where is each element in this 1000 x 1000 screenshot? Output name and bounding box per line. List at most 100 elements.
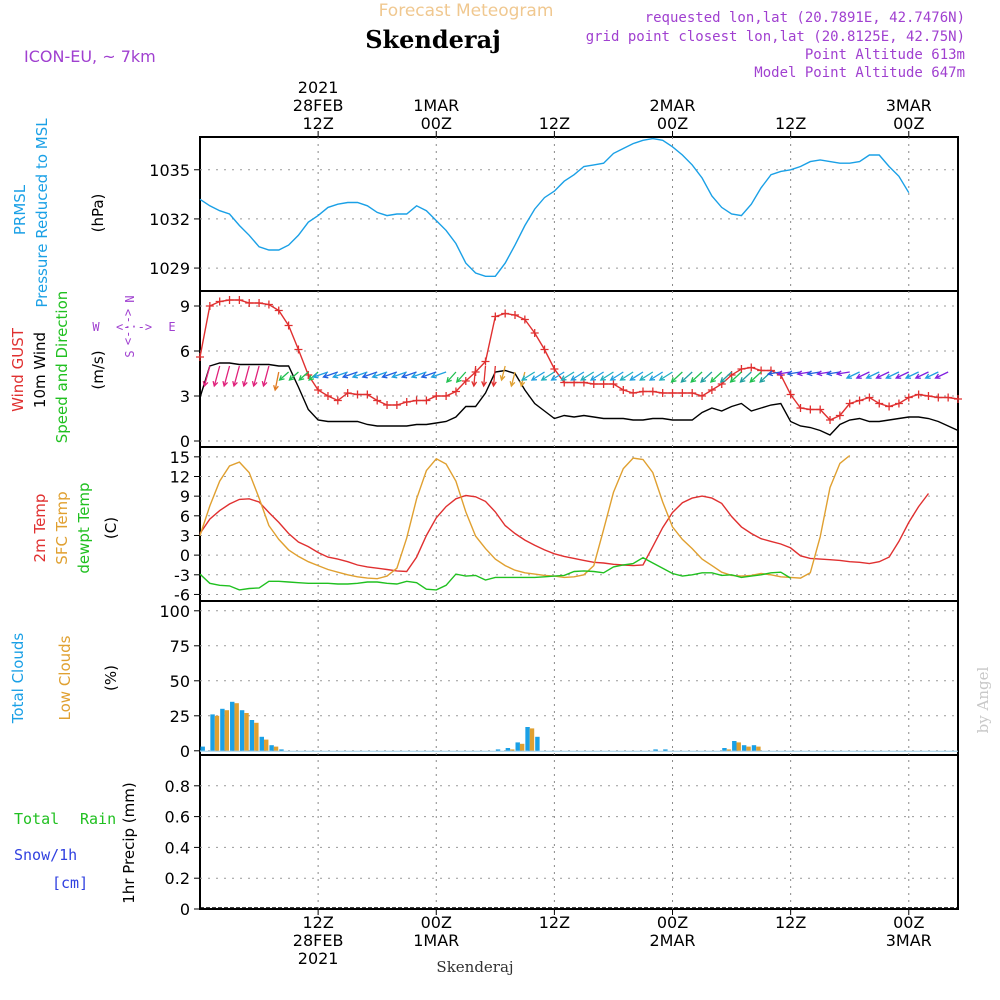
wind-direction-arrowhead bbox=[212, 380, 219, 388]
footer-location: Skenderaj bbox=[436, 958, 513, 976]
wind-gust-label: Wind GUST bbox=[9, 327, 27, 412]
y-tick-label: 1035 bbox=[149, 161, 190, 180]
wind-gust-point bbox=[422, 396, 431, 405]
low-clouds-bar bbox=[756, 746, 761, 751]
wind-direction-arrowhead bbox=[430, 372, 437, 379]
time-label: 2021 bbox=[298, 78, 339, 97]
wind-direction-arrowhead bbox=[288, 375, 295, 381]
time-label: 1MAR bbox=[413, 96, 459, 115]
time-label: 12Z bbox=[302, 913, 333, 932]
time-label: 00Z bbox=[893, 913, 924, 932]
wind-direction-arrow bbox=[279, 371, 290, 381]
wind-direction-arrowhead bbox=[589, 375, 597, 381]
total-clouds-bar bbox=[230, 701, 235, 751]
wind-direction-arrowhead bbox=[410, 372, 418, 379]
wind-gust-point bbox=[924, 392, 933, 400]
wind-gust-point bbox=[294, 345, 303, 354]
total-clouds-bar bbox=[269, 745, 274, 751]
time-label: 12Z bbox=[539, 114, 570, 133]
wind-direction-arrowhead bbox=[278, 375, 285, 381]
wind-direction-arrow bbox=[521, 371, 536, 381]
precip-panel-frame bbox=[199, 754, 959, 910]
low-clouds-bar bbox=[273, 746, 279, 751]
wind-gust-point bbox=[284, 321, 293, 330]
low-clouds-bar bbox=[746, 746, 751, 751]
wind-gust-point bbox=[264, 300, 273, 309]
wind-direction-arrowhead bbox=[570, 375, 577, 381]
time-label: 2021 bbox=[298, 949, 339, 968]
wind-direction-arrowhead bbox=[381, 372, 388, 379]
wind-gust-point bbox=[885, 402, 894, 411]
wind-direction-arrowhead bbox=[519, 380, 526, 388]
time-label: 1MAR bbox=[413, 931, 459, 950]
wind-direction-arrowhead bbox=[481, 381, 488, 388]
total-clouds-label: Total Clouds bbox=[9, 633, 27, 725]
pressure-unit: (hPa) bbox=[89, 194, 107, 233]
wind-direction-arrowhead bbox=[446, 376, 452, 384]
wind-unit: (m/s) bbox=[89, 350, 107, 389]
wind-direction-arrow bbox=[680, 371, 693, 383]
wind-gust-point bbox=[698, 392, 707, 400]
wind-direction-arrow bbox=[837, 371, 850, 375]
wind-direction-arrow bbox=[817, 371, 831, 375]
time-label: 12Z bbox=[302, 114, 333, 133]
wind-direction-arrowhead bbox=[400, 372, 408, 379]
wind-gust-point bbox=[648, 387, 657, 396]
wind-direction-arrow bbox=[700, 371, 713, 383]
wind-direction-arrowhead bbox=[766, 370, 774, 377]
wind-gust-point bbox=[343, 389, 352, 397]
wind-gust-point bbox=[589, 380, 598, 388]
wind-direction-arrowhead bbox=[700, 377, 707, 383]
wind-gust-point bbox=[786, 390, 795, 399]
compass-s: S bbox=[123, 350, 137, 357]
y-tick-label: 9 bbox=[180, 487, 190, 506]
wind-gust-point bbox=[934, 393, 943, 402]
compass-ns-arrow: <-·-> bbox=[121, 309, 135, 345]
total-clouds-bar bbox=[505, 748, 511, 751]
wind-gust-point bbox=[796, 404, 805, 412]
wind-gust-point bbox=[747, 363, 756, 372]
y-tick-label: 0.6 bbox=[165, 808, 190, 827]
wind-direction-arrowhead bbox=[242, 380, 248, 388]
wind-direction-arrowhead bbox=[520, 375, 528, 381]
low-clouds-bar bbox=[529, 728, 535, 751]
wind-direction-arrow bbox=[203, 365, 211, 387]
wind-direction-arrowhead bbox=[580, 375, 587, 381]
wind-direction-arrowhead bbox=[609, 375, 616, 381]
wind-direction-arrow bbox=[659, 371, 673, 381]
wind-gust-point bbox=[550, 365, 559, 373]
temp-2m-line bbox=[199, 493, 930, 573]
wind-gust-point bbox=[314, 386, 323, 394]
wind-direction-arrow bbox=[233, 365, 241, 387]
temp-unit: (C) bbox=[102, 517, 120, 539]
model-label: ICON-EU, ~ 7km bbox=[24, 47, 156, 66]
wind-direction-arrow bbox=[483, 365, 487, 387]
wind-gust-point bbox=[491, 312, 500, 321]
wind-direction-arrowhead bbox=[885, 373, 892, 379]
time-label: 3MAR bbox=[886, 96, 932, 115]
wind-direction-arrow bbox=[551, 371, 565, 381]
wind-direction-arrowhead bbox=[658, 375, 665, 381]
precip-panel-labels: Total Rain Snow/1h [cm] 1hr Precip (mm) bbox=[14, 782, 138, 903]
credit-watermark: by Angel bbox=[974, 666, 992, 733]
wind-direction-arrow bbox=[243, 365, 250, 387]
wind-direction-arrowhead bbox=[739, 377, 746, 383]
wind-direction-arrowhead bbox=[629, 375, 636, 381]
wind-direction-arrow bbox=[313, 371, 329, 378]
wind-direction-arrowhead bbox=[222, 380, 229, 388]
wind-gust-point bbox=[619, 386, 628, 394]
wind-direction-arrow bbox=[382, 371, 398, 378]
wind-gust-point bbox=[806, 405, 815, 414]
wind-direction-arrowhead bbox=[904, 373, 912, 379]
time-label: 28FEB bbox=[293, 96, 344, 115]
wind-gust-point bbox=[737, 365, 746, 373]
wind-direction-arrow bbox=[777, 371, 791, 375]
wind-direction-arrowhead bbox=[709, 377, 716, 383]
wind-direction-arrow bbox=[531, 371, 545, 381]
wind-gust-point bbox=[383, 401, 392, 409]
wind-gust-point bbox=[638, 387, 647, 396]
wind-direction-arrow bbox=[690, 371, 703, 383]
wind-direction-arrowhead bbox=[509, 380, 516, 388]
gridpoint-coords: grid point closest lon,lat (20.8125E, 42… bbox=[586, 29, 965, 45]
wind-direction-arrow bbox=[856, 371, 870, 379]
